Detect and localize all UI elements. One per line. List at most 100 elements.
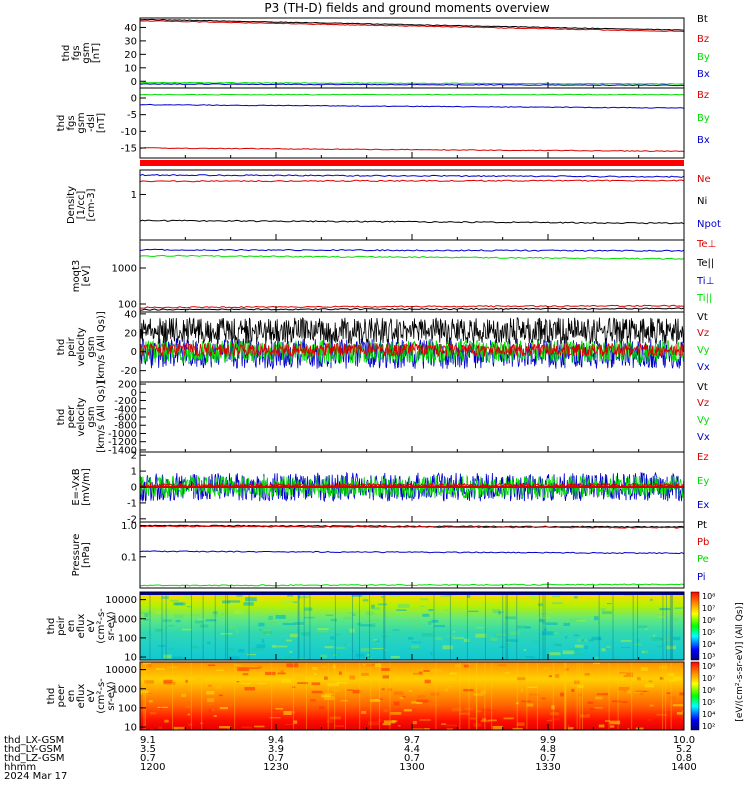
spectrogram-cell bbox=[275, 708, 284, 710]
spectrogram-cell bbox=[347, 644, 350, 646]
spectrogram-cell bbox=[587, 701, 594, 704]
spectrogram-cell bbox=[595, 656, 600, 660]
spectrogram-cell bbox=[368, 619, 380, 622]
spectrogram-cell bbox=[542, 615, 548, 617]
spectrogram-cell bbox=[480, 602, 493, 606]
spectrogram-cell bbox=[621, 646, 631, 649]
spectrogram-cell bbox=[271, 644, 276, 648]
spectrogram-cell bbox=[343, 643, 347, 646]
spectrogram-cell bbox=[411, 641, 422, 643]
series-density-Ni bbox=[140, 219, 684, 225]
spectrogram-cell bbox=[329, 716, 341, 720]
spectrogram-cell bbox=[249, 667, 261, 669]
spectrogram-cell bbox=[144, 613, 149, 618]
spectrogram-cell bbox=[215, 685, 222, 689]
colorbar-tick: 10⁷ bbox=[702, 674, 715, 683]
spectrogram-cell bbox=[580, 714, 590, 718]
spectrogram-cell bbox=[673, 617, 679, 621]
ytick-label: -1 bbox=[127, 498, 137, 509]
spectrogram-cell bbox=[553, 643, 562, 646]
spectrogram-cell bbox=[293, 622, 305, 626]
spectrogram-cell bbox=[377, 718, 382, 723]
spectrogram-cell bbox=[241, 726, 252, 729]
spectrogram-cell bbox=[275, 645, 288, 648]
spectrogram-texture bbox=[140, 662, 684, 730]
series-ion_velocity-0 bbox=[140, 337, 684, 370]
ytick-label: 10000 bbox=[105, 665, 137, 676]
spectrogram-cell bbox=[490, 637, 498, 641]
spectrogram-cell bbox=[286, 639, 292, 642]
spectrogram-cell bbox=[228, 603, 235, 607]
spectrogram-cell bbox=[227, 727, 232, 730]
spectrogram-cell bbox=[430, 652, 433, 655]
spectrogram-cell bbox=[173, 602, 184, 606]
spectrogram-cell bbox=[473, 723, 482, 727]
spectrogram-cell bbox=[618, 672, 626, 674]
footer-value: 1230 bbox=[263, 762, 288, 773]
spectrogram-cell bbox=[645, 690, 650, 693]
spectrogram-cell bbox=[499, 646, 505, 648]
spectrogram-cell bbox=[347, 689, 353, 691]
ylabel-line: Pressure bbox=[71, 534, 82, 577]
ylabel-line: peir bbox=[56, 615, 67, 635]
spectrogram-cell bbox=[396, 609, 407, 611]
spectrogram-cell bbox=[310, 700, 317, 703]
panel-fgs_gsm_dsl: 0 -5 -10 -15 thd fgs gsm -dsl [nT] Bz By Bx bbox=[56, 87, 710, 159]
footer-value: 10.0 bbox=[673, 735, 695, 746]
spectrogram-cell bbox=[520, 688, 523, 693]
panel-density: 1 Density [1/cc] [cm-3] Ne Ni Npot bbox=[66, 169, 721, 241]
spectrogram-cell bbox=[347, 612, 358, 614]
spectrogram-cell bbox=[162, 658, 168, 660]
ytick-label: 1.0 bbox=[121, 521, 137, 532]
spectrogram-cell bbox=[627, 728, 630, 730]
spectrogram-cell bbox=[143, 662, 151, 665]
spectrogram-cell bbox=[261, 639, 265, 644]
spectrogram-cell bbox=[277, 672, 286, 675]
spectrogram-cell bbox=[527, 686, 537, 689]
spectrogram-cell bbox=[148, 663, 152, 668]
spectrogram-cell bbox=[455, 664, 461, 668]
series-temperature-Ti⊥ bbox=[140, 248, 684, 252]
spectrogram-cell bbox=[520, 684, 524, 686]
panel-frame bbox=[139, 521, 685, 589]
legend-Bt: Bt bbox=[697, 14, 708, 25]
spectrogram-cell bbox=[207, 698, 215, 703]
spectrogram-cell bbox=[282, 623, 294, 626]
ytick-label: 0 bbox=[131, 347, 137, 358]
spectrogram-cell bbox=[362, 599, 369, 602]
spectrogram-cell bbox=[573, 596, 578, 599]
spectrogram-cell bbox=[240, 682, 252, 685]
spectrogram-cell bbox=[227, 702, 232, 706]
spectrogram-cell bbox=[212, 611, 218, 614]
spectrogram-cell bbox=[310, 685, 315, 688]
spectrogram-cell bbox=[641, 667, 648, 671]
spectrogram-cell bbox=[518, 658, 531, 660]
legend-Npot: Npot bbox=[697, 219, 721, 230]
spectrogram-cell bbox=[399, 697, 405, 700]
spectrogram-cell bbox=[621, 701, 628, 703]
spectrogram-cell bbox=[668, 696, 677, 701]
footer-label: thd_LX-GSM bbox=[4, 735, 64, 746]
spectrogram-cell bbox=[157, 706, 168, 708]
spectrogram-cell bbox=[476, 710, 482, 713]
series-ion_velocity-2 bbox=[140, 341, 684, 358]
ytick-label: 1 bbox=[131, 190, 137, 201]
separator-bar bbox=[140, 160, 684, 166]
spectrogram-cell bbox=[445, 609, 448, 611]
spectrogram-cell bbox=[618, 686, 630, 691]
spectrogram-cell bbox=[452, 637, 464, 639]
spectrogram-cell bbox=[412, 720, 417, 725]
ylabel-line: peir bbox=[66, 336, 77, 356]
spectrogram-cell bbox=[614, 656, 619, 660]
ytick-label: -10 bbox=[121, 127, 137, 138]
spectrogram-cell bbox=[343, 616, 352, 620]
series-ion_velocity-1 bbox=[140, 339, 684, 365]
spectrogram-cell bbox=[304, 607, 313, 611]
footer-value: 3.9 bbox=[268, 744, 284, 755]
spectrogram-cell bbox=[445, 724, 457, 727]
spectrogram-cell bbox=[473, 693, 484, 696]
spectrogram-cell bbox=[280, 670, 284, 674]
spectrogram-cell bbox=[143, 619, 149, 621]
ylabel-line: [mV/m] bbox=[81, 468, 92, 506]
spectrogram-cell bbox=[565, 658, 568, 660]
